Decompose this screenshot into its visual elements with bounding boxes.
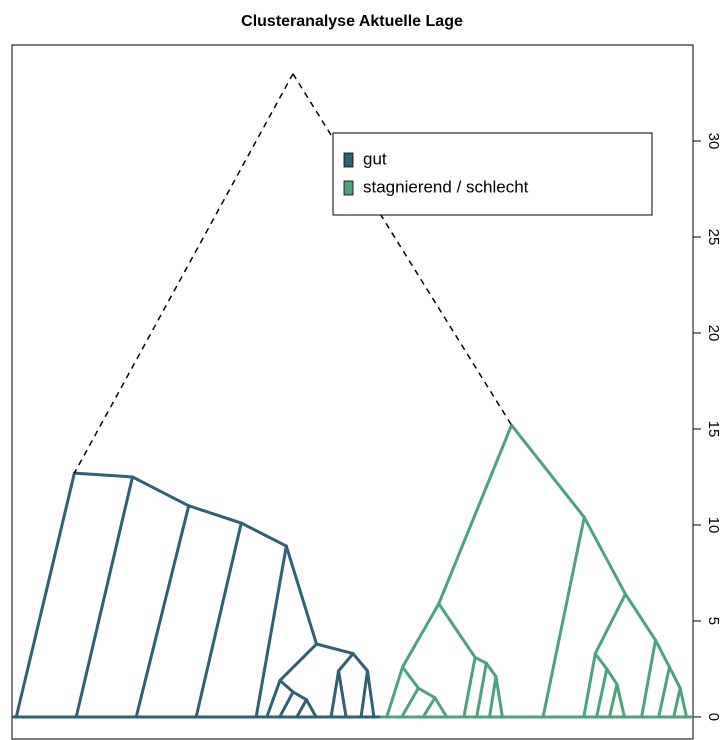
branch [473, 655, 488, 665]
branch [421, 696, 437, 719]
branch [595, 667, 609, 719]
branch [194, 521, 243, 719]
branch [337, 652, 355, 673]
legend-label: gut [363, 149, 387, 168]
branch [278, 678, 295, 694]
branch [278, 642, 318, 682]
legend-swatch [343, 180, 354, 196]
branch [304, 698, 318, 719]
branch [74, 475, 134, 719]
branch [400, 686, 420, 719]
branch [672, 686, 682, 719]
branch [265, 678, 282, 719]
y-tick-label: 20 [705, 325, 722, 342]
branch [605, 667, 619, 686]
plot-frame [11, 44, 694, 740]
branch [337, 669, 348, 719]
branch [239, 521, 288, 548]
y-tick-label: 0 [705, 713, 722, 721]
chart-title: Clusteranalyse Aktuelle Lage [241, 13, 463, 30]
y-tick-label: 10 [705, 517, 722, 534]
branch [615, 682, 626, 719]
branch [130, 475, 191, 508]
branch [640, 638, 658, 719]
branch [295, 698, 308, 719]
legend-label: stagnierend / schlecht [363, 177, 529, 196]
branch [416, 686, 437, 700]
branch [385, 665, 405, 719]
branch [134, 504, 191, 719]
root-branch [73, 73, 294, 474]
branch [72, 471, 134, 479]
branch [187, 504, 243, 525]
branch [254, 544, 288, 719]
branch [667, 665, 682, 690]
branch [541, 515, 586, 719]
branch [475, 661, 488, 719]
branch [510, 423, 586, 519]
y-tick-label: 5 [705, 617, 722, 625]
branch [582, 515, 627, 596]
branch [607, 682, 619, 719]
branch [657, 665, 671, 719]
branch [494, 675, 504, 719]
branch [291, 690, 308, 702]
branch [437, 423, 514, 606]
branch [365, 669, 376, 719]
branch [582, 652, 597, 719]
branch [278, 690, 295, 719]
y-tick-label: 25 [705, 229, 722, 246]
branch [593, 592, 627, 656]
branch [488, 675, 498, 719]
branch [623, 592, 658, 642]
branch [678, 686, 689, 719]
legend-box [332, 132, 653, 216]
branch [351, 652, 369, 673]
branch [329, 669, 341, 719]
branch [284, 544, 318, 646]
branch [314, 642, 355, 656]
branch [593, 652, 609, 671]
branch [401, 602, 441, 669]
y-tick-label: 30 [705, 133, 722, 150]
branch [484, 661, 498, 679]
branch [433, 696, 449, 719]
branch [359, 669, 369, 719]
branch [462, 655, 477, 719]
root-branch [292, 73, 513, 426]
branch [654, 638, 671, 669]
y-tick-label: 15 [705, 421, 722, 438]
branch [437, 602, 477, 659]
legend-swatch [343, 152, 354, 168]
branch [401, 665, 420, 690]
branch [14, 471, 76, 719]
